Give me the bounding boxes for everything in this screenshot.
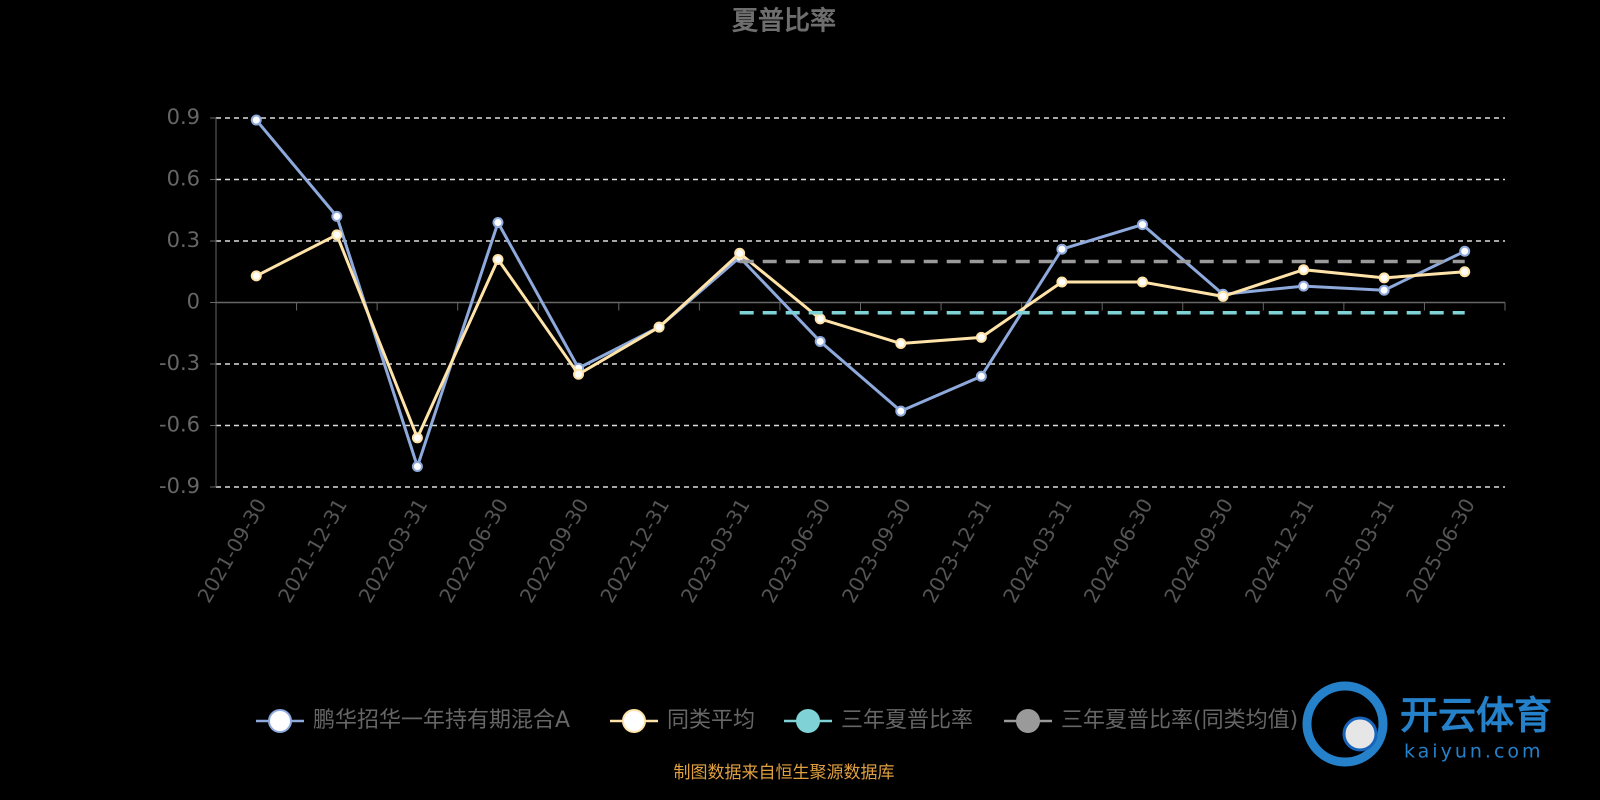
data-point [975,370,987,382]
data-point [1378,284,1390,296]
series-line [255,232,1465,442]
data-point [573,368,585,380]
data-point [975,331,987,343]
watermark-text: 开云体育 [1400,694,1552,738]
chart-title: 夏普比率 [732,6,836,37]
data-point [653,321,665,333]
data-point [734,247,746,259]
data-point [1459,266,1471,278]
data-point [814,313,826,325]
data-point [1298,280,1310,292]
data-point [331,229,343,241]
data-point [411,432,423,444]
data-point [1459,245,1471,257]
legend-marker [622,709,646,733]
data-point [1136,276,1148,288]
legend-label: 同类平均 [667,708,755,733]
series-line [255,119,1466,472]
y-tick-label: 0.9 [167,105,200,129]
data-point [492,217,504,229]
data-point [411,461,423,472]
watermark-logo [1302,681,1388,767]
watermark-url: kaiyun.com [1404,741,1544,763]
y-tick-label: -0.9 [159,474,200,498]
y-tick-label: 0.6 [167,167,200,191]
y-tick-label: 0.3 [167,228,200,252]
source-note: 制图数据来自恒生聚源数据库 [674,763,895,783]
data-point [895,405,907,417]
legend-marker [1016,709,1040,733]
y-tick-label: 0 [187,290,200,314]
watermark: 开云体育 kaiyun.com [1302,681,1552,767]
data-point [1217,290,1229,302]
data-point [331,210,343,222]
legend-label: 三年夏普比率 [841,708,973,733]
data-point [1378,272,1390,284]
y-tick-label: -0.6 [159,413,200,437]
data-point [895,338,907,349]
data-point [1136,219,1148,231]
data-point [1298,264,1310,276]
watermark-ball [1342,716,1378,752]
data-point [814,335,826,347]
data-point [1056,243,1068,255]
data-point [250,270,262,282]
legend-marker [268,709,292,733]
data-point [492,253,504,265]
data-point [250,114,262,126]
data-point [1056,276,1068,288]
legend-marker [796,709,820,733]
legend-label: 鹏华招华一年持有期混合A [313,708,570,733]
y-tick-label: -0.3 [159,351,200,375]
legend-label: 三年夏普比率(同类均值) [1061,708,1298,733]
